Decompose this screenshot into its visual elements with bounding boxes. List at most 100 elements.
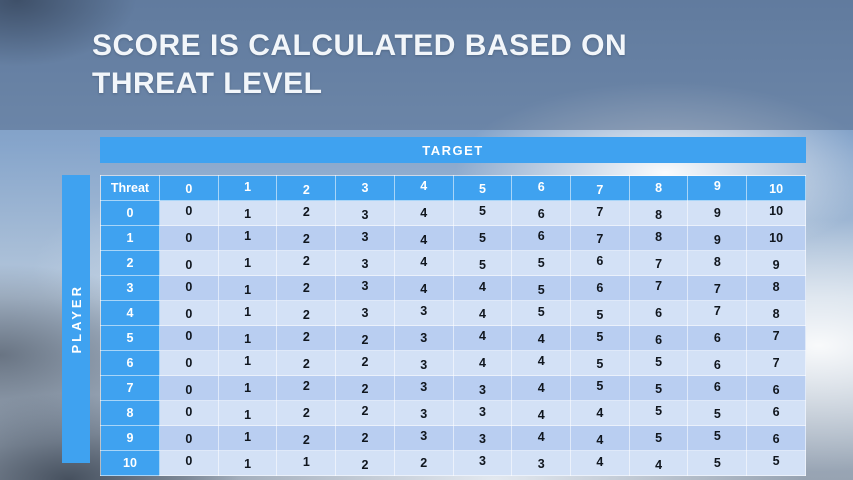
target-banner: TARGET xyxy=(100,137,806,163)
score-cell: 3 xyxy=(452,450,513,476)
player-banner: PLAYER xyxy=(62,175,90,463)
score-cell: 3 xyxy=(393,350,454,376)
score-cell: 2 xyxy=(276,250,337,276)
score-cell: 6 xyxy=(511,225,572,251)
score-cell: 4 xyxy=(511,350,572,376)
table-row-threat-10: 10 0 1 1 2 2 3 3 4 4 5 5 xyxy=(100,450,806,476)
score-cell: 4 xyxy=(511,425,572,451)
threat-row-header-7: 7 xyxy=(100,375,160,401)
score-cell: 0 xyxy=(159,325,219,351)
score-cell: 6 xyxy=(687,350,748,376)
score-cell: 2 xyxy=(335,325,395,351)
score-cell: 2 xyxy=(276,350,337,376)
score-cell: 7 xyxy=(628,250,689,276)
score-cell: 6 xyxy=(570,275,630,301)
score-cell: 2 xyxy=(276,200,337,226)
score-cell: 3 xyxy=(335,275,395,301)
score-cell: 2 xyxy=(393,450,454,476)
score-cell: 0 xyxy=(159,350,219,376)
score-cell: 6 xyxy=(687,375,748,401)
target-col-header-9: 9 xyxy=(687,175,748,201)
score-cell: 3 xyxy=(393,325,454,351)
score-cell: 7 xyxy=(570,225,630,251)
score-cell: 6 xyxy=(687,325,748,351)
score-cell: 0 xyxy=(159,400,219,426)
score-cell: 1 xyxy=(217,350,278,376)
score-cell: 6 xyxy=(628,300,689,326)
score-table-head: Threat 0 1 2 3 4 5 6 7 8 9 10 xyxy=(100,175,806,201)
score-cell: 10 xyxy=(746,225,806,251)
score-cell: 1 xyxy=(217,225,278,251)
score-cell: 9 xyxy=(687,200,748,226)
score-cell: 2 xyxy=(276,225,337,251)
score-cell: 6 xyxy=(511,200,572,226)
score-cell: 1 xyxy=(217,275,278,301)
score-cell: 4 xyxy=(393,200,454,226)
score-cell: 4 xyxy=(393,225,454,251)
threat-row-header-4: 4 xyxy=(100,300,160,326)
score-cell: 7 xyxy=(570,200,630,226)
target-col-header-6: 6 xyxy=(511,175,572,201)
score-cell: 3 xyxy=(335,250,395,276)
score-cell: 1 xyxy=(217,450,278,476)
score-cell: 5 xyxy=(511,250,572,276)
target-banner-label: TARGET xyxy=(422,142,484,158)
score-cell: 8 xyxy=(628,200,689,226)
score-cell: 2 xyxy=(276,425,337,451)
score-cell: 1 xyxy=(217,300,278,326)
score-cell: 5 xyxy=(452,225,513,251)
target-col-header-10: 10 xyxy=(746,175,806,201)
score-cell: 8 xyxy=(746,275,806,301)
score-cell: 4 xyxy=(570,425,630,451)
score-cell: 4 xyxy=(452,300,513,326)
score-cell: 5 xyxy=(511,275,572,301)
score-cell: 5 xyxy=(570,300,630,326)
target-col-header-5: 5 xyxy=(452,175,513,201)
score-cell: 8 xyxy=(687,250,748,276)
score-cell: 4 xyxy=(511,400,572,426)
score-cell: 7 xyxy=(746,350,806,376)
score-cell: 3 xyxy=(393,400,454,426)
score-cell: 5 xyxy=(628,350,689,376)
score-cell: 4 xyxy=(570,400,630,426)
title-band: SCORE IS CALCULATED BASED ON THREAT LEVE… xyxy=(0,0,853,130)
score-cell: 6 xyxy=(746,400,806,426)
score-cell: 1 xyxy=(217,425,278,451)
score-cell: 4 xyxy=(452,325,513,351)
header-row: Threat 0 1 2 3 4 5 6 7 8 9 10 xyxy=(100,175,806,201)
score-cell: 5 xyxy=(628,400,689,426)
score-cell: 1 xyxy=(217,250,278,276)
score-cell: 2 xyxy=(276,325,337,351)
score-cell: 9 xyxy=(746,250,806,276)
score-cell: 0 xyxy=(159,450,219,476)
score-cell: 4 xyxy=(628,450,689,476)
score-cell: 7 xyxy=(746,325,806,351)
score-cell: 2 xyxy=(335,450,395,476)
threat-row-header-2: 2 xyxy=(100,250,160,276)
target-col-header-2: 2 xyxy=(276,175,337,201)
target-col-header-0: 0 xyxy=(159,175,219,201)
score-cell: 5 xyxy=(746,450,806,476)
title-line-2: THREAT LEVEL xyxy=(92,67,323,101)
score-cell: 0 xyxy=(159,200,219,226)
threat-row-header-0: 0 xyxy=(100,200,160,226)
score-cell: 6 xyxy=(746,375,806,401)
player-banner-label: PLAYER xyxy=(68,284,84,354)
score-cell: 0 xyxy=(159,250,219,276)
score-cell: 2 xyxy=(335,375,395,401)
score-cell: 1 xyxy=(217,375,278,401)
threat-row-header-6: 6 xyxy=(100,350,160,376)
threat-row-header-5: 5 xyxy=(100,325,160,351)
score-cell: 3 xyxy=(335,200,395,226)
score-cell: 4 xyxy=(452,275,513,301)
score-cell: 3 xyxy=(335,225,395,251)
score-cell: 0 xyxy=(159,225,219,251)
score-cell: 3 xyxy=(335,300,395,326)
score-cell: 1 xyxy=(217,400,278,426)
